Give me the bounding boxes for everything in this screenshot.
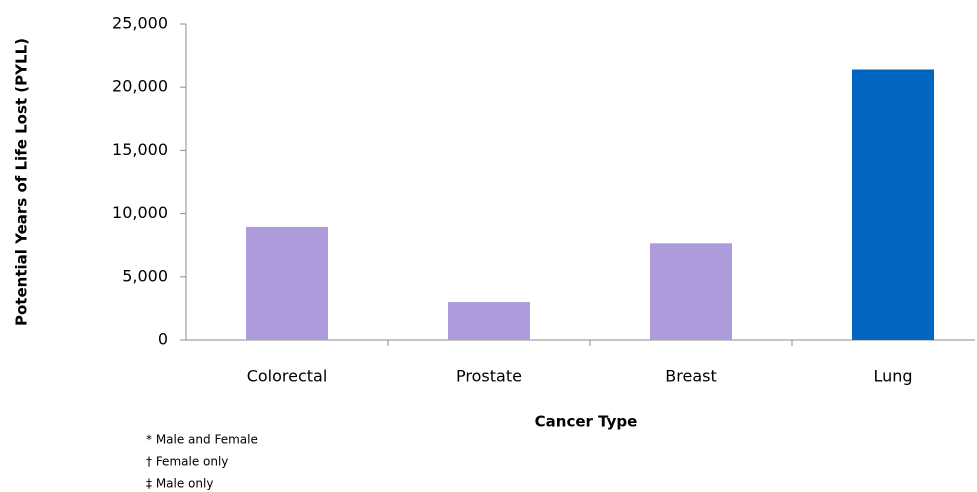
y-tick-label: 25,000 bbox=[112, 14, 168, 33]
bar bbox=[448, 302, 530, 340]
y-axis-title: Potential Years of Life Lost (PYLL) bbox=[13, 38, 31, 326]
y-tick-label: 0 bbox=[158, 330, 168, 349]
y-tick-label: 5,000 bbox=[122, 266, 168, 285]
bar bbox=[246, 226, 328, 340]
y-tick-label: 10,000 bbox=[112, 203, 168, 222]
x-axis-title: Cancer Type bbox=[535, 413, 638, 431]
bar bbox=[650, 243, 732, 340]
footnote: † Female only bbox=[146, 455, 228, 469]
y-tick-label: 20,000 bbox=[112, 77, 168, 96]
footnote: ‡ Male only bbox=[146, 477, 213, 491]
x-tick-label: Colorectal bbox=[247, 367, 328, 386]
x-tick-label: Breast bbox=[665, 367, 716, 386]
x-tick-label: Lung bbox=[873, 367, 912, 386]
footnote: * Male and Female bbox=[146, 433, 258, 447]
x-tick-label: Prostate bbox=[456, 367, 522, 386]
y-tick-label: 15,000 bbox=[112, 140, 168, 159]
bar bbox=[852, 69, 934, 340]
